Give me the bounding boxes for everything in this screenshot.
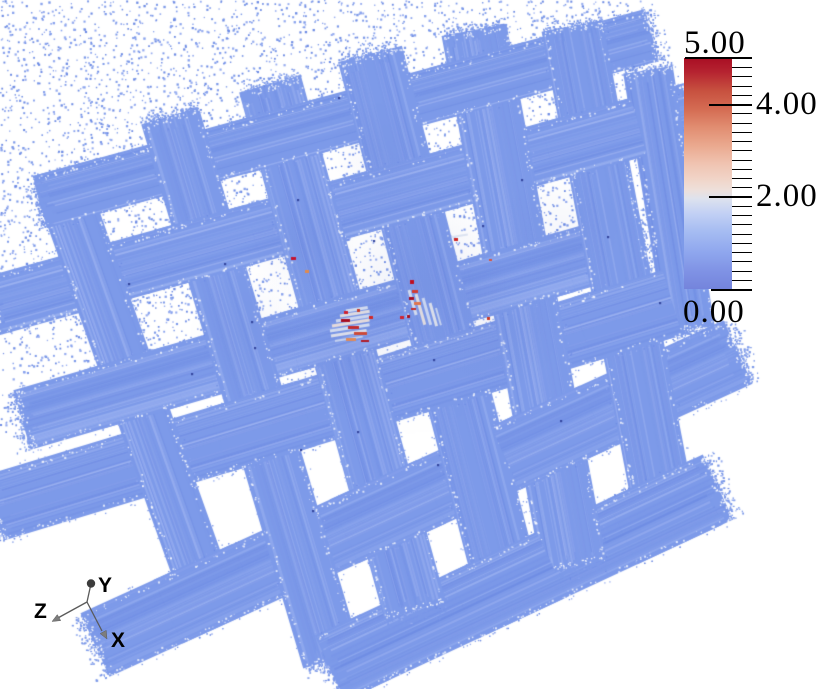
y-axis-label: Y bbox=[98, 574, 112, 597]
orientation-axes-widget[interactable]: Y Z X bbox=[18, 552, 148, 672]
z-axis-arrowhead bbox=[51, 614, 62, 622]
x-axis-label: X bbox=[111, 629, 125, 652]
z-axis-label: Z bbox=[34, 600, 47, 623]
x-axis-line bbox=[86, 601, 103, 632]
y-axis-dot bbox=[86, 579, 96, 588]
y-axis-line bbox=[86, 585, 92, 603]
z-axis-line bbox=[55, 601, 88, 620]
x-axis-arrowhead bbox=[99, 630, 108, 640]
